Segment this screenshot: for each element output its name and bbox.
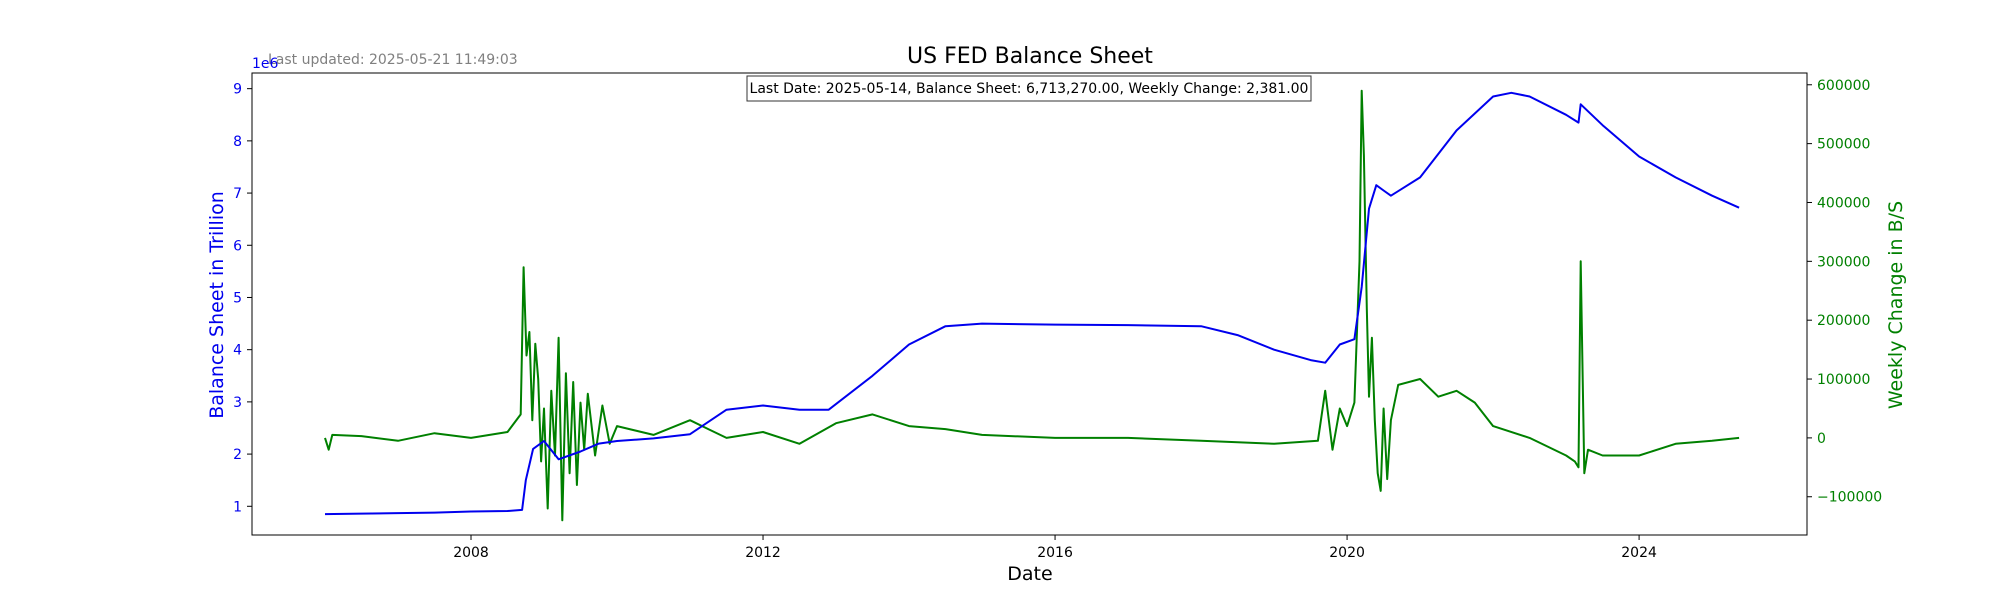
left-y-tick-label: 8 <box>233 134 242 150</box>
left-y-tick-label: 3 <box>233 395 242 411</box>
left-y-tick-label: 9 <box>233 82 242 98</box>
x-tick-label: 2008 <box>453 545 489 561</box>
plot-area <box>251 72 1808 536</box>
right-y-tick-label: 300000 <box>1817 254 1870 270</box>
chart-title: US FED Balance Sheet <box>907 44 1153 69</box>
x-tick-label: 2024 <box>1621 545 1657 561</box>
right-y-tick-label: 600000 <box>1817 78 1870 94</box>
right-y-tick-label: 100000 <box>1817 372 1870 388</box>
x-tick-label: 2020 <box>1329 545 1365 561</box>
left-y-tick-label: 4 <box>233 343 242 359</box>
left-y-tick-label: 2 <box>233 447 242 463</box>
weekly-change-series <box>324 89 1740 522</box>
right-axis-label: Weekly Change in B/S <box>1885 201 1907 409</box>
annotation-text: Last Date: 2025-05-14, Balance Sheet: 6,… <box>750 81 1309 97</box>
x-tick-label: 2016 <box>1037 545 1073 561</box>
left-y-tick-label: 5 <box>233 290 242 306</box>
left-y-tick-label: 7 <box>233 186 242 202</box>
right-y-tick-label: −100000 <box>1817 490 1882 506</box>
right-y-tick-label: 400000 <box>1817 195 1870 211</box>
weekly-change-line <box>324 89 1740 522</box>
annotation-box: Last Date: 2025-05-14, Balance Sheet: 6,… <box>746 75 1312 102</box>
x-tick-label: 2012 <box>745 545 781 561</box>
right-y-tick-label: 200000 <box>1817 313 1870 329</box>
right-y-tick-label: 500000 <box>1817 137 1870 153</box>
left-y-tick-label: 6 <box>233 238 242 254</box>
last-updated-note: Last updated: 2025-05-21 11:49:03 <box>268 52 518 68</box>
axes: 2008 2012 2016 2020 2024 1 2 3 4 5 6 7 8 9 −100000 0 100… <box>233 78 1882 561</box>
left-axis-label: Balance Sheet in Trillion <box>206 191 228 419</box>
balance-sheet-series <box>324 91 1740 516</box>
left-axis-scale-label: 1e6 <box>252 56 279 72</box>
balance-sheet-line <box>324 91 1740 516</box>
plot-frame <box>251 72 1808 536</box>
left-y-tick-label: 1 <box>233 499 242 515</box>
x-axis-label: Date <box>1007 563 1052 585</box>
right-y-tick-label: 0 <box>1817 431 1826 447</box>
